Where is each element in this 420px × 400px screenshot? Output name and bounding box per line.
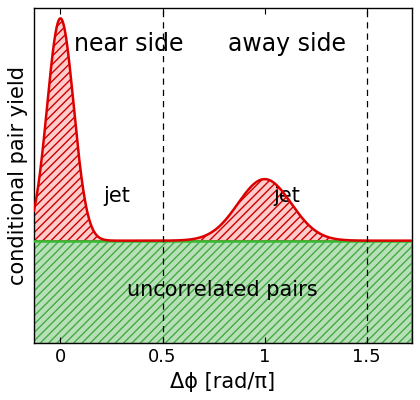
Text: jet: jet: [273, 186, 300, 206]
Text: away side: away side: [228, 32, 346, 56]
Y-axis label: conditional pair yield: conditional pair yield: [8, 66, 28, 285]
Text: near side: near side: [74, 32, 183, 56]
Text: uncorrelated pairs: uncorrelated pairs: [127, 280, 318, 300]
X-axis label: Δϕ [rad/π]: Δϕ [rad/π]: [170, 372, 276, 392]
Text: jet: jet: [104, 186, 131, 206]
